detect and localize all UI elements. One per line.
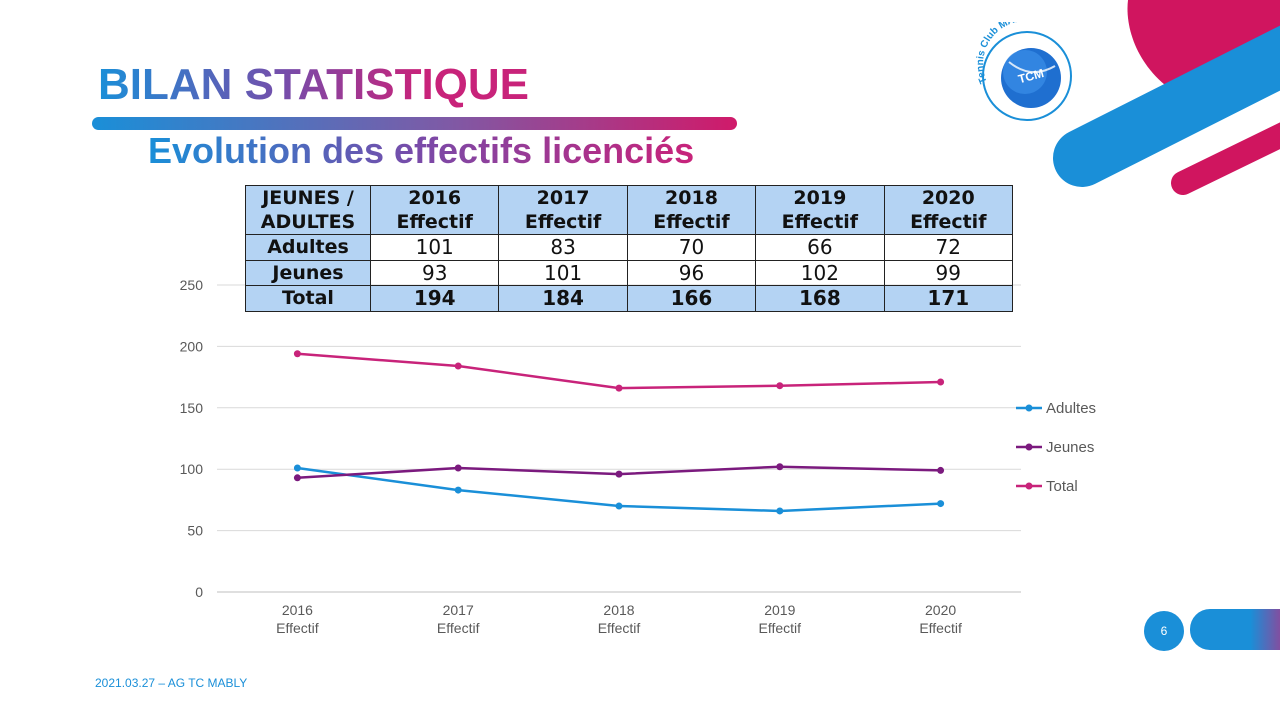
table-header-row: JEUNES / ADULTES 2016 Effectif 2017 Effect… <box>245 185 1014 235</box>
table-cell: 70 <box>626 234 757 261</box>
data-point <box>937 500 945 508</box>
table-cell: 96 <box>626 259 757 286</box>
row-label: Total <box>245 285 371 312</box>
table-cell: 166 <box>626 285 757 312</box>
column-year: 2018 <box>665 187 718 209</box>
page-subtitle: Evolution des effectifs licenciés <box>148 130 695 171</box>
table-cell: 102 <box>755 259 885 286</box>
column-year: 2016 <box>408 187 462 209</box>
x-tick-label: 2019 <box>764 602 795 618</box>
y-tick-label: 100 <box>180 461 204 477</box>
data-point <box>615 502 623 510</box>
table-row: Adultes 101 83 70 66 72 <box>245 234 1014 261</box>
column-header: 2016 Effectif <box>369 185 500 235</box>
blue-stripe <box>1053 25 1280 187</box>
x-tick-label: Effectif <box>598 620 641 636</box>
series-line-total <box>297 352 941 390</box>
data-point <box>776 507 784 515</box>
table-corner-header: JEUNES / ADULTES <box>245 185 371 235</box>
bottom-right-tab <box>1190 609 1280 650</box>
data-point <box>776 382 784 390</box>
x-tick-label: 2018 <box>603 602 634 618</box>
column-header: 2020 Effectif <box>883 185 1014 235</box>
table-cell: 83 <box>498 234 628 261</box>
data-point <box>776 463 784 471</box>
data-point <box>937 466 945 474</box>
table-cell: 66 <box>755 234 885 261</box>
column-header: 2018 Effectif <box>626 185 757 235</box>
data-point <box>615 384 623 392</box>
legend-marker <box>1025 443 1033 451</box>
column-header: 2017 Effectif <box>498 185 628 235</box>
column-year: 2019 <box>793 187 847 209</box>
column-label: Effectif <box>653 211 730 233</box>
page-number-badge: 6 <box>1144 611 1184 651</box>
legend-marker <box>1025 482 1033 490</box>
table-cell: 168 <box>755 285 885 312</box>
x-tick-label: Effectif <box>919 620 962 636</box>
data-point <box>615 470 623 478</box>
y-tick-label: 200 <box>180 338 204 354</box>
table-cell: 101 <box>369 234 500 261</box>
legend-label: Total <box>1046 478 1078 495</box>
table-cell: 171 <box>883 285 1014 312</box>
table-cell: 101 <box>498 259 628 286</box>
column-label: Effectif <box>396 211 473 233</box>
x-tick-label: Effectif <box>759 620 802 636</box>
club-logo: TCM Tennis Club MABLY <box>975 22 1072 121</box>
row-label: Adultes <box>245 234 371 261</box>
x-tick-label: 2017 <box>443 602 474 618</box>
table-cell: 194 <box>369 285 500 312</box>
row-label: Jeunes <box>245 259 371 286</box>
magenta-corner-shape <box>1127 0 1280 85</box>
table-cell: 99 <box>883 259 1014 286</box>
data-point <box>937 378 945 386</box>
magenta-stripe <box>1171 122 1280 195</box>
stats-table: JEUNES / ADULTES 2016 Effectif 2017 Effect… <box>245 185 1014 312</box>
column-year: 2020 <box>921 187 975 209</box>
x-tick-label: 2020 <box>925 602 956 618</box>
y-tick-label: 250 <box>180 277 204 293</box>
data-point <box>293 350 301 358</box>
legend-label: Adultes <box>1046 400 1096 417</box>
logo-badge: TCM <box>1017 66 1046 86</box>
x-tick-label: Effectif <box>437 620 480 636</box>
legend-label: Jeunes <box>1046 439 1094 456</box>
corner-header-line2: ADULTES <box>260 211 356 233</box>
column-label: Effectif <box>781 211 859 233</box>
x-tick-label: 2016 <box>282 602 313 618</box>
y-tick-label: 150 <box>180 400 204 416</box>
column-year: 2017 <box>536 187 590 209</box>
data-point <box>454 362 462 370</box>
y-tick-label: 0 <box>195 584 203 600</box>
column-label: Effectif <box>910 211 987 233</box>
data-point <box>293 474 301 482</box>
column-header: 2019 Effectif <box>755 185 885 235</box>
table-row: Jeunes 93 101 96 102 99 <box>245 259 1014 286</box>
title-underline <box>92 117 737 130</box>
y-tick-label: 50 <box>187 523 203 539</box>
table-total-row: Total 194 184 166 168 171 <box>245 285 1014 312</box>
x-tick-label: Effectif <box>276 620 319 636</box>
legend-marker <box>1025 404 1033 412</box>
table-cell: 72 <box>883 234 1014 261</box>
data-point <box>454 486 462 494</box>
footer-text: 2021.03.27 – AG TC MABLY <box>95 676 248 690</box>
data-point <box>293 464 301 472</box>
column-label: Effectif <box>524 211 602 233</box>
table-cell: 93 <box>369 259 500 286</box>
corner-header-line1: JEUNES / <box>262 187 354 209</box>
table-cell: 184 <box>498 285 628 312</box>
data-point <box>454 464 462 472</box>
page-title: BILAN STATISTIQUE <box>98 60 530 109</box>
